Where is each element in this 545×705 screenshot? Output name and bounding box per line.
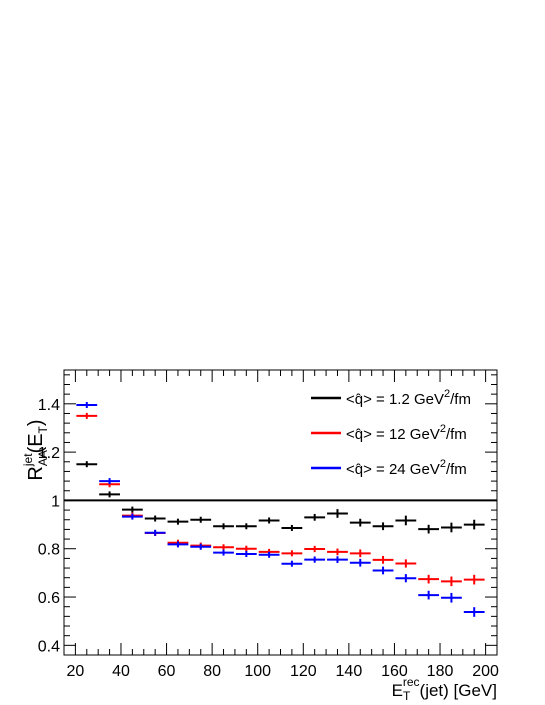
y-tick-label: 1	[51, 493, 60, 510]
data-point	[349, 549, 371, 558]
data-point	[395, 515, 417, 526]
data-point	[258, 551, 280, 558]
data-series	[76, 402, 485, 617]
data-point	[144, 529, 166, 536]
y-axis-title-close: )	[25, 419, 47, 426]
x-tick-label: 20	[66, 663, 84, 680]
legend-label: <q̂> = 24 GeV2/fm	[346, 458, 467, 478]
y-axis-title-open: (E	[25, 433, 47, 453]
x-axis-title-sub: T	[403, 689, 411, 703]
data-point	[76, 402, 98, 409]
data-point	[304, 513, 326, 521]
y-tick-label: 1.2	[38, 445, 60, 462]
data-point	[235, 523, 257, 530]
x-tick-label: 140	[336, 663, 363, 680]
y-axis-title-sub: AA	[36, 450, 50, 466]
data-point	[463, 519, 485, 530]
data-point	[418, 574, 440, 584]
data-point	[213, 544, 234, 551]
data-point	[213, 523, 234, 530]
data-point	[349, 518, 371, 527]
x-axis-title-tail: (jet) [GeV]	[420, 681, 497, 700]
y-tick-label: 0.8	[38, 542, 60, 559]
data-point	[372, 566, 394, 575]
legend-label-sup: 2	[444, 388, 450, 400]
x-axis-title-sup: rec	[403, 675, 420, 689]
data-point	[213, 549, 234, 556]
x-axis-title-main: E	[392, 681, 403, 700]
data-point	[418, 590, 440, 600]
data-point	[441, 522, 462, 533]
x-tick-label: 80	[203, 663, 221, 680]
data-point	[327, 556, 348, 563]
data-point	[121, 506, 143, 513]
legend-label: <q̂> = 12 GeV2/fm	[346, 423, 467, 443]
data-point	[167, 518, 189, 525]
y-axis-title-tail-sub: T	[36, 425, 50, 433]
data-point	[121, 513, 143, 520]
data-point	[281, 550, 303, 557]
y-axis-title-main: R	[25, 466, 47, 480]
data-point	[395, 559, 417, 568]
data-point	[76, 461, 98, 468]
x-tick-label: 200	[472, 663, 499, 680]
data-point	[190, 543, 212, 550]
data-point	[372, 555, 394, 564]
legend-label-prefix: <q̂> = 24 GeV	[346, 461, 440, 478]
data-point	[463, 607, 485, 617]
x-tick-label: 120	[290, 663, 317, 680]
data-point	[327, 548, 348, 556]
y-tick-label: 0.4	[38, 638, 60, 655]
data-point	[372, 522, 394, 531]
series-0	[76, 461, 485, 534]
y-tick-label: 1.4	[38, 397, 60, 414]
data-point	[327, 509, 348, 518]
legend: <q̂> = 1.2 GeV2/fm<q̂> = 12 GeV2/fm<q̂> …	[311, 388, 471, 478]
data-point	[349, 558, 371, 567]
data-point	[281, 560, 303, 567]
data-point	[144, 515, 166, 522]
y-axis-title: RAAjet(ET)	[21, 419, 50, 480]
legend-label-suffix: /fm	[446, 461, 467, 478]
data-point	[304, 556, 326, 563]
data-point	[167, 541, 189, 548]
data-point	[463, 574, 485, 585]
data-point	[76, 412, 98, 419]
data-point	[258, 517, 280, 524]
legend-label-suffix: /fm	[446, 426, 467, 443]
legend-label: <q̂> = 1.2 GeV2/fm	[346, 388, 471, 408]
x-tick-label: 100	[244, 663, 271, 680]
data-point	[281, 524, 303, 531]
data-point	[441, 592, 462, 603]
x-tick-label: 160	[381, 663, 408, 680]
legend-label-prefix: <q̂> = 1.2 GeV	[346, 391, 444, 408]
legend-label-sup: 2	[440, 458, 446, 470]
legend-label-sup: 2	[440, 423, 446, 435]
data-point	[235, 545, 257, 552]
data-point	[190, 516, 212, 523]
data-point	[99, 491, 120, 498]
data-point	[304, 545, 326, 553]
x-axis-title: ETrec(jet) [GeV]	[392, 675, 497, 703]
y-axis-title-sup: jet	[21, 453, 35, 467]
data-point	[235, 551, 257, 558]
x-tick-label: 180	[427, 663, 454, 680]
series-2	[76, 402, 485, 617]
legend-label-suffix: /fm	[450, 391, 471, 408]
data-point	[441, 576, 462, 587]
data-point	[395, 574, 417, 583]
y-tick-label: 0.6	[38, 590, 60, 607]
x-tick-label: 40	[112, 663, 130, 680]
data-point	[99, 478, 120, 485]
x-tick-label: 60	[158, 663, 176, 680]
data-point	[418, 524, 440, 534]
legend-label-prefix: <q̂> = 12 GeV	[346, 426, 440, 443]
